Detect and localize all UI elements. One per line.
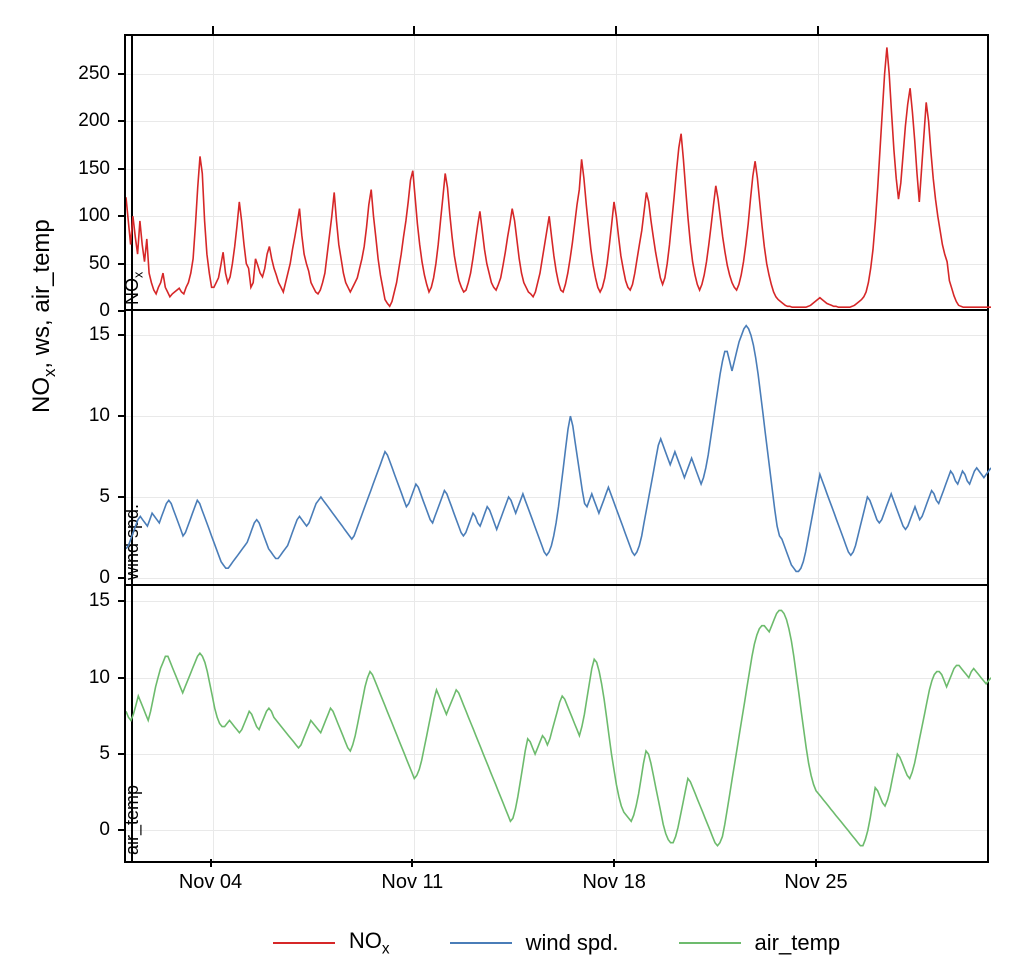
legend-item: NOx [273, 928, 390, 958]
tick-y [118, 677, 126, 679]
legend: NOx wind spd. air_temp [124, 928, 989, 958]
tick-label-y: 100 [78, 205, 110, 227]
legend-label: air_temp [755, 930, 841, 956]
tick-y [118, 415, 126, 417]
tick-y [118, 753, 126, 755]
tick-label-y: 150 [78, 158, 110, 180]
x-tick [613, 859, 615, 867]
panel-nox: 050100150200250NOx [124, 34, 989, 313]
x-tick-label: Nov 18 [582, 871, 645, 894]
tick-y [118, 263, 126, 265]
tick-label-y: 5 [99, 486, 110, 508]
tick-label-y: 0 [99, 300, 110, 322]
legend-swatch [679, 942, 741, 945]
line-airtemp [126, 586, 991, 861]
x-tick-label: Nov 25 [784, 871, 847, 894]
tick-label-y: 5 [99, 743, 110, 765]
yaxis-title: NOx, ws, air_temp [28, 219, 60, 413]
x-tick [411, 859, 413, 867]
tick-y [118, 215, 126, 217]
legend-swatch [273, 942, 335, 945]
tick-y [118, 120, 126, 122]
x-tick-label: Nov 11 [381, 871, 443, 894]
x-tick [210, 859, 212, 867]
line-windspd [126, 311, 991, 586]
panel-airtemp: 051015air_temp [124, 584, 989, 863]
tick-y [118, 73, 126, 75]
tick-label-y: 0 [99, 567, 110, 589]
tick-label-y: 15 [89, 590, 110, 612]
tick-y [118, 334, 126, 336]
tick-label-y: 0 [99, 819, 110, 841]
tick-label-y: 50 [89, 253, 110, 275]
x-tick-label: Nov 04 [179, 871, 242, 894]
tick-label-y: 15 [89, 324, 110, 346]
panel-windspd: 051015wind spd. [124, 309, 989, 588]
top-tick [212, 26, 214, 34]
tick-label-y: 10 [89, 405, 110, 427]
tick-label-y: 10 [89, 667, 110, 689]
figure: NOx, ws, air_temp 050100150200250NOx0510… [0, 0, 1024, 972]
legend-item: air_temp [679, 928, 841, 958]
tick-label-y: 200 [78, 110, 110, 132]
legend-label: NOx [349, 928, 390, 958]
tick-y [118, 600, 126, 602]
plot-area: 050100150200250NOx051015wind spd.051015a… [124, 34, 989, 859]
top-tick [615, 26, 617, 34]
tick-label-y: 250 [78, 63, 110, 85]
top-tick [413, 26, 415, 34]
legend-label: wind spd. [526, 930, 619, 956]
legend-item: wind spd. [450, 928, 619, 958]
tick-y [118, 168, 126, 170]
x-tick [815, 859, 817, 867]
line-nox [126, 36, 991, 311]
legend-swatch [450, 942, 512, 945]
top-tick [817, 26, 819, 34]
tick-y [118, 496, 126, 498]
